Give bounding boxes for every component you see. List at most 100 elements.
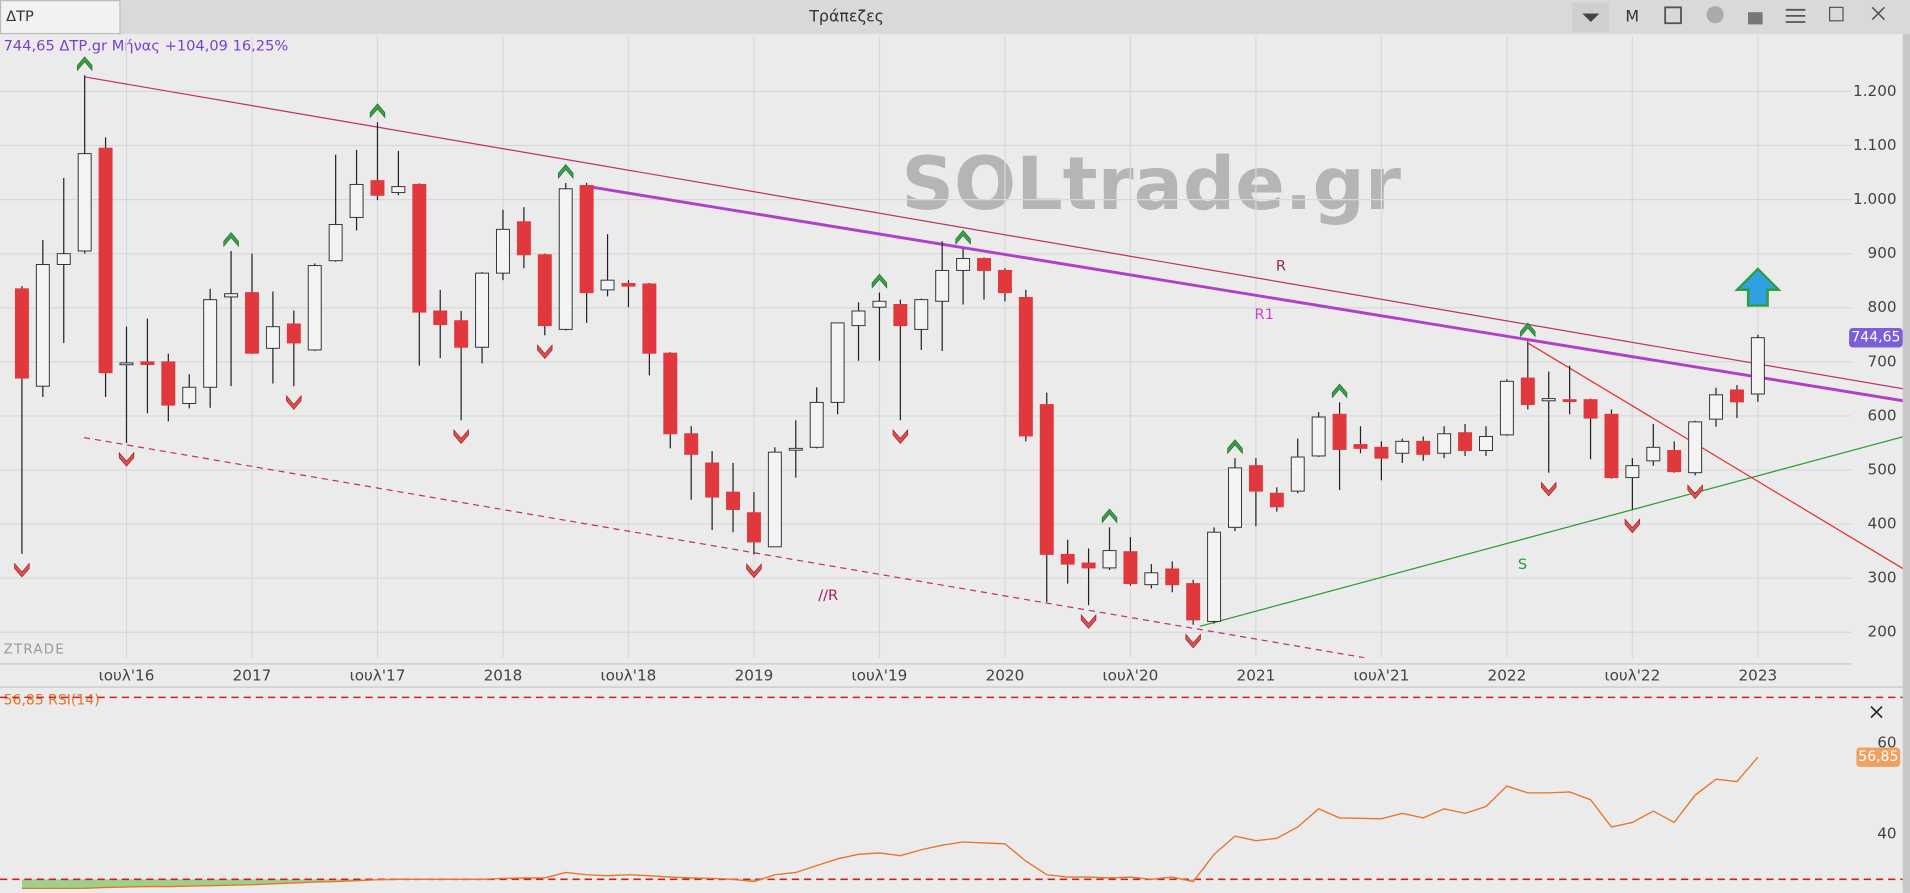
- candle-body: [370, 180, 385, 196]
- price-info: 744,65 ΔΤΡ.gr Μήνας +104,09 16,25%: [4, 37, 289, 54]
- x-tick-label: 2019: [735, 667, 774, 685]
- signal-up: [369, 103, 386, 119]
- comment-icon[interactable]: [1706, 6, 1724, 24]
- x-tick-label: ιουλ'18: [601, 667, 657, 685]
- candle-body: [1709, 394, 1724, 420]
- breakout-arrow: [1734, 267, 1782, 307]
- signal-down: [286, 394, 302, 410]
- signal-down: [1080, 613, 1097, 629]
- signal-up: [558, 163, 574, 179]
- rsi-title: 56,85 RSI(14): [4, 692, 100, 708]
- candle-body: [956, 258, 971, 271]
- candle-body: [1374, 446, 1389, 459]
- candle-body: [412, 183, 427, 313]
- restore-icon[interactable]: [1828, 6, 1844, 22]
- rsi-close-icon[interactable]: [1870, 706, 1883, 719]
- last-price-label: 744,65: [1851, 330, 1900, 346]
- candle-body: [1123, 551, 1138, 585]
- signal-down: [1185, 633, 1201, 649]
- signal-down: [118, 451, 135, 467]
- candle-body: [495, 228, 510, 274]
- signal-up: [955, 229, 971, 245]
- candle-body: [1311, 416, 1326, 457]
- candle-body: [1144, 572, 1159, 586]
- candle-body: [1458, 432, 1473, 452]
- candle-body: [872, 300, 887, 308]
- trendline-label: S: [1518, 556, 1527, 573]
- candle-body: [809, 401, 824, 448]
- candle-body: [1207, 531, 1222, 622]
- trendline-label: R1: [1255, 306, 1274, 323]
- candle-body: [56, 253, 71, 265]
- period-button[interactable]: M: [1625, 7, 1639, 26]
- candle-body: [140, 361, 155, 366]
- rsi-panel: [0, 696, 1903, 890]
- rsi-last-label: 56,85: [1858, 749, 1898, 765]
- y-tick-label: 500: [1868, 461, 1897, 479]
- candle-body: [1353, 444, 1368, 449]
- signal-down: [1687, 484, 1703, 500]
- trendline: [1528, 342, 1903, 570]
- y-tick-label: 800: [1868, 298, 1897, 316]
- candle-body: [1290, 456, 1305, 492]
- signal-up: [1520, 322, 1536, 338]
- signal-down: [1624, 518, 1641, 534]
- candle-body: [1228, 467, 1242, 528]
- candle-body: [579, 185, 594, 294]
- candle-body: [1039, 404, 1054, 555]
- candle-body: [1646, 446, 1661, 462]
- candle-body: [663, 352, 678, 435]
- dropdown-arrow: [1582, 13, 1600, 22]
- candle-body: [935, 269, 950, 302]
- candle-body: [391, 186, 406, 194]
- y-tick-label: 300: [1868, 569, 1897, 587]
- watermark: SOLtrade.gr: [901, 142, 1401, 227]
- candle-body: [454, 320, 469, 348]
- x-tick-label: 2017: [233, 667, 272, 685]
- candle-body: [1520, 377, 1535, 406]
- candle-body: [914, 299, 929, 330]
- candle-body: [286, 323, 301, 344]
- x-tick-label: ιουλ'20: [1103, 667, 1159, 685]
- x-tick-label: 2020: [986, 667, 1025, 685]
- candle-body: [1165, 568, 1180, 586]
- y-tick-label: 1.100: [1853, 136, 1897, 154]
- trendline-label: //R: [818, 587, 838, 604]
- candle-body: [349, 183, 364, 218]
- y-tick-label: 200: [1868, 623, 1897, 641]
- candle-body: [705, 462, 720, 498]
- candle-body: [1416, 440, 1431, 455]
- lock-icon[interactable]: [1747, 12, 1763, 25]
- candle-body: [1081, 562, 1096, 569]
- candle-body: [1625, 465, 1640, 479]
- symbol-box[interactable]: [0, 0, 121, 35]
- signal-down: [537, 344, 553, 360]
- y-tick-label: 1.200: [1853, 82, 1897, 100]
- candle-body: [1688, 421, 1703, 474]
- x-tick-label: ιουλ'22: [1604, 667, 1660, 685]
- candle-body: [746, 512, 761, 543]
- signal-up: [1331, 383, 1348, 399]
- y-tick-label: 600: [1868, 406, 1897, 424]
- candle-body: [516, 221, 531, 256]
- rsi-line: [21, 756, 1759, 890]
- candle-body: [1332, 413, 1347, 450]
- menu-icon[interactable]: [1785, 8, 1806, 23]
- candle-body: [600, 279, 615, 291]
- plot-layer: ιουλ'16 2017 ιουλ'17 2018 ιουλ'18 2019 ιουλ'19…: [0, 36, 1903, 890]
- candle-body: [1750, 337, 1765, 395]
- close-icon[interactable]: [1871, 6, 1885, 21]
- rsi-tick-label: 60: [1877, 733, 1896, 751]
- scrollbar[interactable]: [1902, 34, 1910, 893]
- signal-up: [1227, 439, 1243, 455]
- candle-body: [1499, 380, 1514, 436]
- x-tick-label: 2018: [484, 667, 523, 685]
- price-panel: [0, 36, 1903, 658]
- signal-down: [892, 429, 909, 444]
- brand: ZTRADE: [4, 642, 65, 657]
- toolbar: [0, 0, 1910, 35]
- layout-icon[interactable]: [1664, 6, 1682, 25]
- candle-body: [35, 264, 50, 387]
